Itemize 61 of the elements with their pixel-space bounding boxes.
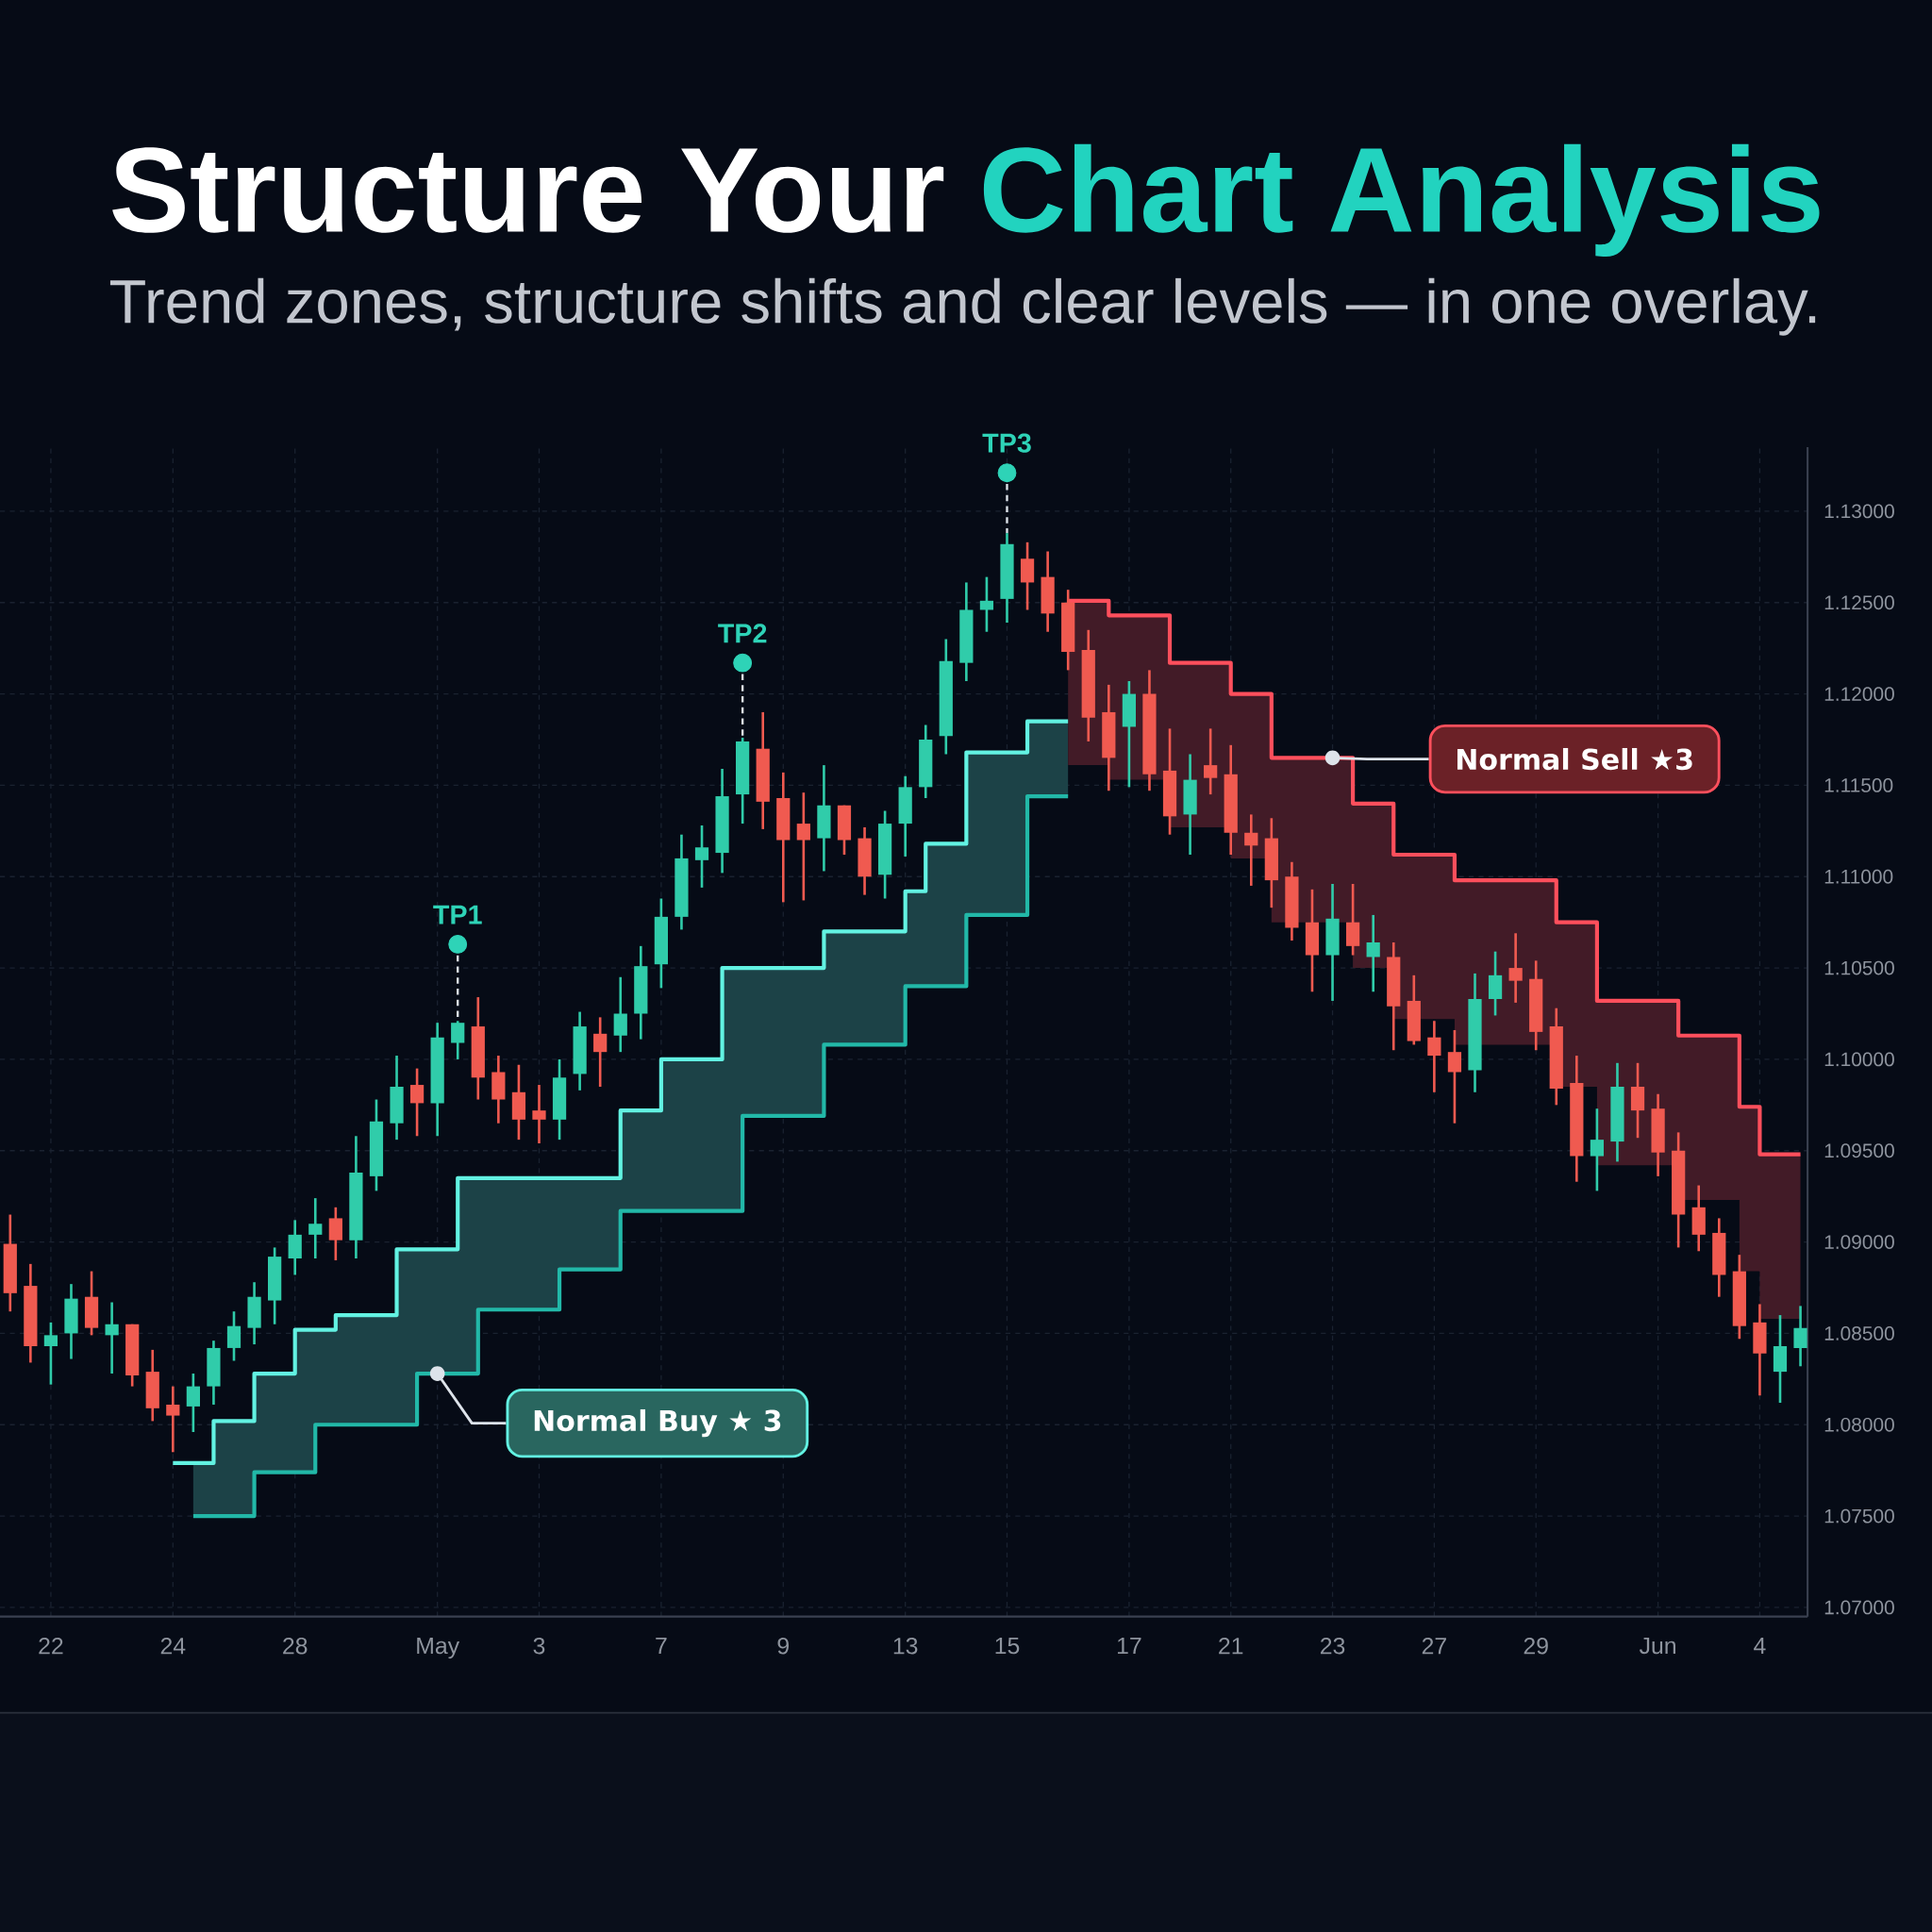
candlestick bbox=[1793, 1305, 1807, 1368]
series-label: TP1 bbox=[433, 905, 482, 924]
candlestick bbox=[186, 1372, 200, 1434]
y-tick-label: 1.13000 bbox=[1824, 504, 1894, 519]
y-tick-label: 1.10500 bbox=[1824, 960, 1894, 975]
y-tick-label: 1.11000 bbox=[1824, 869, 1893, 884]
chart-title: Structure Your Chart Analysis bbox=[112, 143, 1820, 258]
y-tick-label: 1.08000 bbox=[1824, 1417, 1894, 1432]
chart-subtitle: Trend zones, structure shifts and clear levels — in one overlay. bbox=[109, 277, 1816, 336]
candlestick bbox=[409, 1067, 425, 1138]
annotation: Normal Sell ★3 bbox=[1457, 747, 1692, 771]
candlestick bbox=[166, 1385, 180, 1454]
candlestick bbox=[613, 975, 627, 1054]
candlestick bbox=[532, 1083, 546, 1145]
candlestick bbox=[226, 1309, 242, 1362]
candlestick bbox=[1508, 931, 1523, 1005]
point bbox=[997, 463, 1017, 483]
point bbox=[448, 934, 468, 954]
x-tick-label: 7 bbox=[656, 1637, 667, 1654]
x-tick-label: 23 bbox=[1320, 1637, 1345, 1655]
candlestick bbox=[1244, 813, 1258, 888]
candlestick bbox=[43, 1321, 58, 1386]
x-tick-label: 27 bbox=[1422, 1637, 1446, 1655]
y-tick-label: 1.07000 bbox=[1824, 1600, 1894, 1615]
candlestick bbox=[1447, 1028, 1462, 1125]
candlestick bbox=[593, 1016, 608, 1089]
x-tick-label: 21 bbox=[1219, 1637, 1243, 1655]
y-tick-label: 1.10000 bbox=[1824, 1052, 1894, 1067]
x-tick-label: Jun bbox=[1639, 1637, 1675, 1655]
x-tick-label: 22 bbox=[39, 1637, 63, 1655]
y-tick-label: 1.09000 bbox=[1824, 1235, 1894, 1249]
x-tick-label: 29 bbox=[1524, 1637, 1548, 1655]
x-tick-label: 9 bbox=[777, 1637, 789, 1655]
y-tick-label: 1.07500 bbox=[1824, 1508, 1894, 1524]
series-label: TP2 bbox=[718, 624, 767, 643]
candlestick bbox=[1590, 1107, 1605, 1192]
y-tick-label: 1.11500 bbox=[1824, 778, 1893, 792]
candlestick bbox=[796, 791, 810, 902]
candlestick bbox=[105, 1301, 119, 1375]
candlestick bbox=[1204, 727, 1218, 796]
x-tick-label: 24 bbox=[160, 1637, 186, 1655]
series-label: TP3 bbox=[982, 433, 1031, 453]
candlestick bbox=[979, 575, 994, 634]
y-tick-label: 1.12000 bbox=[1824, 687, 1894, 701]
candlestick bbox=[1427, 1019, 1441, 1094]
x-tick-label: 17 bbox=[1117, 1637, 1141, 1654]
x-tick-label: 15 bbox=[995, 1637, 1020, 1655]
x-tick-label: May bbox=[417, 1637, 460, 1659]
annotation: Normal Buy ★ 3 bbox=[534, 1408, 781, 1438]
candlestick bbox=[1366, 913, 1380, 993]
y-tick-label: 1.08500 bbox=[1824, 1326, 1894, 1341]
y-tick-label: 1.09500 bbox=[1824, 1143, 1894, 1158]
candlestick bbox=[328, 1206, 342, 1262]
candlestick bbox=[308, 1196, 323, 1260]
x-tick-label: 3 bbox=[533, 1637, 545, 1655]
candlestick bbox=[694, 824, 709, 890]
y-tick-label: 1.12500 bbox=[1824, 595, 1894, 610]
point bbox=[733, 653, 753, 673]
x-tick-label: 28 bbox=[283, 1637, 308, 1655]
x-tick-label: 4 bbox=[1754, 1637, 1766, 1654]
x-tick-label: 13 bbox=[893, 1637, 918, 1655]
